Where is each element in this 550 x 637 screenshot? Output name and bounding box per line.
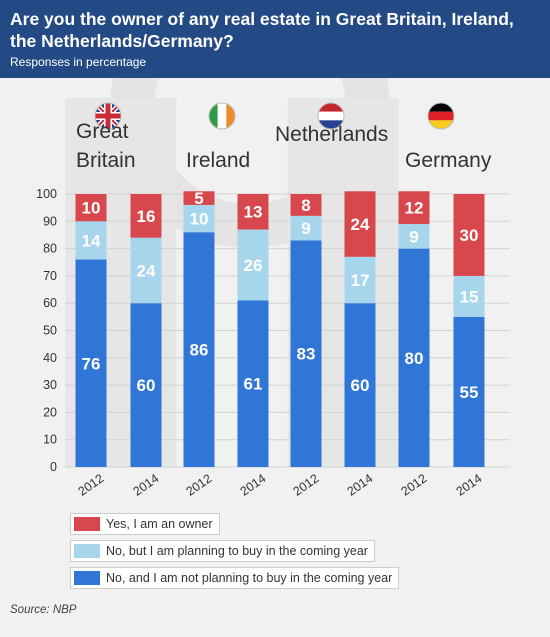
bar-segment-owner — [75, 194, 107, 222]
bar-segment-planning — [453, 275, 485, 317]
bar-segment-owner — [237, 194, 269, 230]
chart-header: Are you the owner of any real estate in … — [0, 0, 550, 78]
bar-value-label: 60 — [137, 376, 156, 395]
bar-value-label: 12 — [405, 199, 424, 218]
bar-value-label: 10 — [190, 210, 209, 229]
x-tick-label: 2014 — [238, 471, 269, 498]
x-tick-label: 2012 — [76, 471, 107, 498]
y-tick-label: 80 — [43, 242, 57, 256]
bar-value-label: 83 — [297, 345, 316, 364]
bar-segment-planning — [290, 215, 322, 241]
source-note: Source: NBP — [10, 604, 77, 616]
y-tick-label: 70 — [43, 269, 57, 283]
germany-flag-icon — [428, 103, 454, 129]
bar-value-label: 16 — [137, 207, 156, 226]
bar-value-label: 17 — [351, 271, 370, 290]
y-tick-label: 30 — [43, 378, 57, 392]
bar-segment-planning — [398, 224, 430, 249]
stacked-bar-chart: 0 10 20 30 40 50 60 70 80 90 100 Great Britain Irelan… — [36, 78, 510, 499]
y-tick-label: 10 — [43, 433, 57, 447]
x-tick-label: 2012 — [184, 471, 215, 498]
x-tick-label: 2014 — [131, 471, 162, 498]
uk-flag-icon — [95, 103, 121, 129]
bar-segment-not_planning — [130, 303, 162, 467]
bar-segment-not_planning — [183, 232, 215, 467]
x-tick-label: 2014 — [345, 471, 376, 498]
bar-value-label: 24 — [137, 261, 156, 280]
y-tick-label: 50 — [43, 324, 57, 338]
country-label: Britain — [76, 149, 136, 172]
country-label: Netherlands — [275, 123, 388, 146]
bar-segment-planning — [183, 204, 215, 233]
flag-border — [94, 102, 122, 130]
y-tick-label: 90 — [43, 214, 57, 228]
bar-value-label: 86 — [190, 341, 209, 360]
flag-border — [208, 102, 236, 130]
bar-value-label: 61 — [244, 375, 263, 394]
bar-segment-owner — [130, 194, 162, 238]
y-tick-label: 40 — [43, 351, 57, 365]
bar-value-label: 13 — [244, 203, 263, 222]
bar-value-label: 26 — [244, 256, 263, 275]
legend-item-owner: Yes, I am an owner — [70, 513, 220, 535]
bar-value-label: 10 — [82, 199, 101, 218]
x-tick-label: 2012 — [291, 471, 322, 498]
flag-border — [427, 102, 455, 130]
country-label: Ireland — [186, 149, 250, 172]
chart-subtitle: Responses in percentage — [10, 55, 147, 69]
bar-value-label: 8 — [301, 196, 310, 215]
bar-segment-not_planning — [75, 259, 107, 467]
legend: Yes, I am an owner No, but I am planning … — [70, 513, 400, 594]
bar-value-label: 80 — [405, 349, 424, 368]
bar-value-label: 30 — [460, 226, 479, 245]
legend-swatch — [74, 571, 100, 585]
y-tick-label: 100 — [36, 187, 57, 201]
y-tick-label: 0 — [50, 460, 57, 474]
bar-value-label: 5 — [194, 189, 203, 208]
country-label: Germany — [405, 149, 492, 172]
bar-segment-planning — [75, 221, 107, 260]
bar-segment-not_planning — [237, 300, 269, 467]
flag-border — [317, 102, 345, 130]
bar-segment-not_planning — [453, 316, 485, 467]
legend-item-planning: No, but I am planning to buy in the comi… — [70, 540, 375, 562]
bar-segment-not_planning — [290, 240, 322, 467]
bar-segment-planning — [237, 229, 269, 301]
bar-segment-not_planning — [398, 248, 430, 467]
y-tick-label: 60 — [43, 296, 57, 310]
bar-value-label: 76 — [82, 354, 101, 373]
y-tick-label: 20 — [43, 405, 57, 419]
ireland-flag-icon — [209, 103, 235, 129]
legend-label: Yes, I am an owner — [106, 517, 213, 531]
netherlands-flag-icon — [318, 103, 344, 129]
bar-value-label: 24 — [351, 215, 370, 234]
bar-value-label: 15 — [460, 287, 479, 306]
chart-title: Are you the owner of any real estate in … — [10, 9, 514, 51]
bar-value-label: 9 — [409, 227, 418, 246]
bar-value-label: 60 — [351, 376, 370, 395]
x-tick-label: 2014 — [454, 471, 485, 498]
legend-label: No, and I am not planning to buy in the … — [106, 571, 393, 585]
bar-value-label: 9 — [301, 219, 310, 238]
legend-swatch — [74, 544, 100, 558]
bar-segment-owner — [398, 191, 430, 225]
legend-swatch — [74, 517, 100, 531]
x-tick-label: 2012 — [399, 471, 430, 498]
bar-segment-not_planning — [344, 303, 376, 467]
bar-segment-planning — [130, 237, 162, 304]
legend-label: No, but I am planning to buy in the comi… — [106, 544, 368, 558]
legend-item-not_planning: No, and I am not planning to buy in the … — [70, 567, 400, 589]
country-label: Great — [76, 120, 129, 143]
bar-segment-owner — [344, 191, 376, 257]
bar-segment-planning — [344, 256, 376, 304]
bar-value-label: 55 — [460, 383, 479, 402]
bar-segment-owner — [453, 194, 485, 276]
bar-value-label: 14 — [82, 231, 101, 250]
bar-segment-owner — [290, 194, 322, 216]
bar-segment-owner — [183, 191, 215, 205]
